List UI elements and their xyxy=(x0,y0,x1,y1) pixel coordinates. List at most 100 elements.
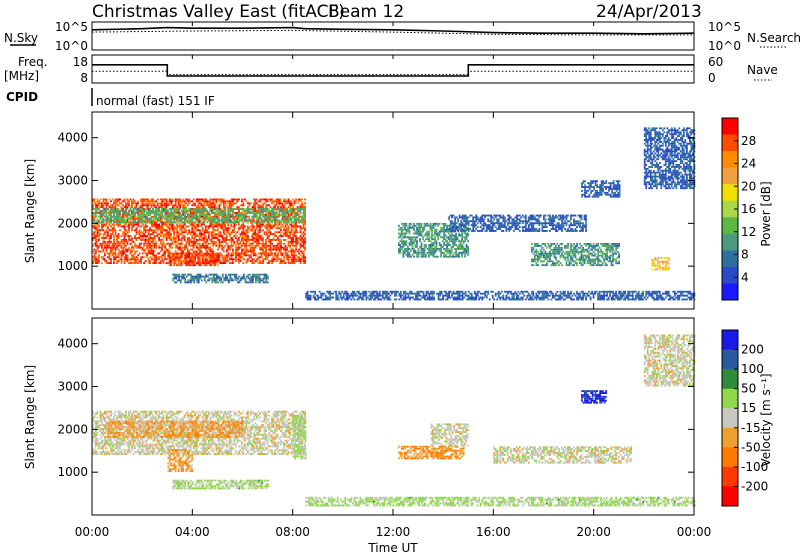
power-cell-4 xyxy=(664,296,667,299)
power-cell-0 xyxy=(183,237,186,239)
power-cell-1 xyxy=(189,219,192,222)
power-cell-0 xyxy=(143,256,145,259)
power-cell-4 xyxy=(431,296,434,299)
power-cell-0 xyxy=(161,225,163,228)
power-cell-0 xyxy=(158,258,160,261)
power-cell-0 xyxy=(134,242,136,245)
power-cell-2 xyxy=(183,256,186,259)
power-cell-0 xyxy=(182,200,185,203)
power-cell-0 xyxy=(98,237,100,239)
power-cell-0 xyxy=(260,248,263,251)
power-cell-0 xyxy=(141,231,144,234)
power-cell-0 xyxy=(150,225,153,228)
power-cell-3 xyxy=(238,281,241,284)
power-cell-4 xyxy=(368,294,371,297)
power-cell-0 xyxy=(119,210,121,212)
power-cell-0 xyxy=(236,217,239,220)
power-cell-4 xyxy=(479,296,482,299)
power-cell-0 xyxy=(203,239,206,241)
power-cell-0 xyxy=(140,239,142,241)
power-cell-1 xyxy=(144,213,147,216)
power-cell-0 xyxy=(274,206,276,209)
power-cell-1 xyxy=(289,217,291,220)
power-cell-3 xyxy=(224,275,227,278)
power-cell-0 xyxy=(114,258,117,261)
power-cell-1 xyxy=(150,211,153,214)
power-cell-0 xyxy=(129,219,132,222)
power-cell-1 xyxy=(275,213,278,216)
power-cell-0 xyxy=(271,258,273,261)
power-cell-4 xyxy=(345,292,348,295)
power-cell-1 xyxy=(290,209,293,212)
power-cell-1 xyxy=(259,215,261,218)
power-cell-0 xyxy=(123,206,126,209)
power-cell-1 xyxy=(299,219,302,222)
power-cell-0 xyxy=(265,250,267,253)
power-cell-0 xyxy=(95,235,97,237)
power-cell-0 xyxy=(159,227,162,230)
power-cell-0 xyxy=(225,227,228,230)
power-cell-0 xyxy=(135,260,138,263)
power-cell-0 xyxy=(230,206,233,209)
power-cell-4 xyxy=(484,294,487,297)
power-cell-0 xyxy=(134,235,136,237)
power-cell-0 xyxy=(302,246,305,249)
power-cell-0 xyxy=(171,223,174,226)
power-cell-1 xyxy=(146,213,148,216)
power-cell-0 xyxy=(259,262,261,264)
power-cell-0 xyxy=(262,221,264,224)
power-cell-1 xyxy=(219,213,222,216)
power-cell-1 xyxy=(95,209,97,212)
power-cell-0 xyxy=(212,229,215,232)
power-cell-0 xyxy=(236,206,239,209)
power-cell-0 xyxy=(179,200,182,203)
power-cell-4 xyxy=(455,292,458,295)
power-cell-0 xyxy=(210,239,213,241)
power-cell-1 xyxy=(225,217,228,220)
power-cell-4 xyxy=(558,296,560,299)
power-cell-4 xyxy=(425,294,428,297)
power-cell-0 xyxy=(257,237,260,239)
power-cell-0 xyxy=(180,202,183,205)
power-cell-0 xyxy=(229,235,231,237)
power-cell-4 xyxy=(503,298,506,301)
power-cell-0 xyxy=(98,256,100,259)
power-cell-4 xyxy=(564,298,566,301)
power-cell-0 xyxy=(262,229,264,232)
power-cell-4 xyxy=(409,290,411,293)
power-cell-3 xyxy=(262,277,265,280)
power-cell-0 xyxy=(262,246,264,249)
power-cell-0 xyxy=(248,204,251,207)
power-cell-1 xyxy=(158,209,160,212)
power-cell-1 xyxy=(213,217,216,220)
power-cell-0 xyxy=(233,225,236,228)
power-cell-3 xyxy=(253,275,256,278)
power-cell-4 xyxy=(385,292,387,295)
power-cell-0 xyxy=(235,256,237,259)
power-cell-0 xyxy=(135,244,138,247)
power-cell-4 xyxy=(588,294,590,297)
power-cell-1 xyxy=(96,221,99,224)
power-cell-5 xyxy=(404,234,406,237)
power-cell-4 xyxy=(505,290,508,293)
power-cell-1 xyxy=(275,211,278,214)
power-cell-0 xyxy=(159,204,162,207)
power-cell-1 xyxy=(114,219,117,222)
power-cell-3 xyxy=(243,273,245,276)
power-cell-0 xyxy=(179,219,182,222)
power-cell-4 xyxy=(678,298,681,301)
power-cell-4 xyxy=(645,294,648,297)
power-cell-1 xyxy=(132,207,135,210)
power-cell-1 xyxy=(110,221,112,224)
power-cell-1 xyxy=(107,221,109,224)
power-cell-0 xyxy=(296,213,299,216)
power-cell-0 xyxy=(117,235,120,237)
power-cell-4 xyxy=(494,292,497,295)
power-cell-4 xyxy=(532,290,535,293)
power-cell-1 xyxy=(283,221,285,224)
power-cell-0 xyxy=(200,215,203,218)
power-cell-0 xyxy=(153,242,156,245)
power-cell-0 xyxy=(215,213,218,216)
power-cell-0 xyxy=(262,258,264,261)
